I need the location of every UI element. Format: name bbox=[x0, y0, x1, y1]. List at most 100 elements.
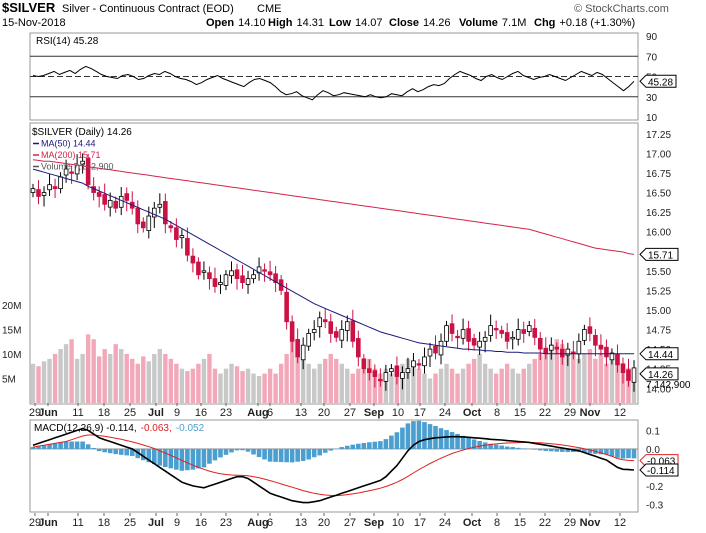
candle-body bbox=[372, 370, 378, 377]
price-y-tick: 14.75 bbox=[646, 326, 671, 337]
price-panel-frame bbox=[29, 122, 639, 405]
rsi-y-tick: 30 bbox=[646, 93, 658, 104]
volume-bar bbox=[504, 363, 510, 403]
macd-histogram-bar bbox=[411, 421, 416, 449]
x-axis-macd-tick-label: Jun bbox=[38, 517, 58, 529]
candle-body bbox=[140, 221, 146, 229]
ohlc-open-value: 14.10 bbox=[238, 17, 266, 29]
symbol-title: $SILVER bbox=[2, 0, 56, 15]
candle-body bbox=[378, 378, 383, 382]
macd-histogram-bar bbox=[372, 441, 378, 449]
x-axis-price-tick-label: 20 bbox=[318, 407, 330, 419]
volume-bar bbox=[130, 358, 135, 403]
macd-signal-tag: -0.063 bbox=[647, 457, 676, 468]
x-axis-macd-tick-label: Jul bbox=[148, 517, 164, 529]
macd-histogram-bar bbox=[449, 432, 455, 449]
macd-histogram-bar bbox=[174, 448, 179, 470]
macd-histogram-bar bbox=[152, 448, 157, 465]
x-axis-macd-tick-label: 11 bbox=[72, 517, 83, 529]
macd-label: MACD(12,26,9) -0.114, bbox=[34, 423, 137, 434]
volume-bar bbox=[300, 358, 306, 403]
candle-body bbox=[163, 201, 168, 225]
volume-bar bbox=[30, 363, 36, 403]
candle-body bbox=[333, 331, 339, 338]
candle-body bbox=[477, 340, 482, 348]
x-axis-price-tick-label: 15 bbox=[514, 407, 526, 419]
candle-body bbox=[598, 344, 604, 350]
candle-body bbox=[80, 160, 85, 165]
volume-bar bbox=[91, 339, 96, 403]
macd-histogram-bar bbox=[455, 433, 460, 449]
x-axis-price-tick-label: 17 bbox=[414, 407, 426, 419]
macd-histogram-bar bbox=[344, 445, 350, 449]
rsi-y-tick: 90 bbox=[646, 32, 658, 43]
candle-body bbox=[367, 368, 372, 373]
macd-histogram-bar bbox=[460, 435, 466, 449]
candle-body bbox=[311, 329, 317, 333]
macd-histogram-bar bbox=[207, 448, 212, 464]
candle-body bbox=[504, 332, 510, 342]
x-axis-price-tick-label: Aug bbox=[247, 407, 268, 419]
macd-histogram-bar bbox=[471, 439, 477, 449]
ohlc-chg-value: +0.18 (+1.30%) bbox=[559, 17, 635, 29]
macd-histogram-bar bbox=[295, 448, 300, 462]
rsi-value-tag-box bbox=[639, 74, 677, 88]
ohlc-high-value: 14.31 bbox=[296, 17, 324, 29]
x-axis-price-tick-label: Jun bbox=[38, 407, 58, 419]
candle-body bbox=[394, 365, 400, 377]
macd-histogram-bar bbox=[477, 440, 482, 449]
volume-bar bbox=[422, 373, 427, 403]
x-axis-price-tick-label: 27 bbox=[344, 407, 356, 419]
macd-histogram-bar bbox=[378, 441, 383, 449]
candle-body bbox=[604, 346, 609, 358]
candle-body bbox=[422, 356, 427, 367]
volume-bar bbox=[405, 358, 411, 403]
price-y-tick: 16.00 bbox=[646, 228, 671, 239]
macd-histogram-bar bbox=[273, 448, 278, 462]
macd-histogram-bar bbox=[218, 448, 223, 458]
x-axis-price-tick-label: 24 bbox=[439, 407, 451, 419]
candle-body bbox=[548, 344, 554, 351]
volume-bar bbox=[245, 368, 251, 403]
price-y-tick: 15.00 bbox=[646, 306, 671, 317]
volume-bar bbox=[356, 368, 361, 403]
macd-histogram-bar bbox=[367, 442, 372, 449]
volume-bar bbox=[532, 358, 537, 403]
price-y-tick: 16.50 bbox=[646, 189, 671, 200]
volume-bar bbox=[168, 358, 174, 403]
candle-body bbox=[482, 336, 488, 342]
macd-histogram-bar bbox=[598, 448, 604, 455]
ohlc-open-label: Open bbox=[206, 17, 234, 29]
volume-bar bbox=[488, 368, 493, 403]
macd-value-tag-box bbox=[639, 463, 679, 477]
volume-bar bbox=[141, 356, 146, 403]
candle-body bbox=[488, 325, 493, 336]
candle-body bbox=[455, 335, 460, 339]
volume-bar bbox=[317, 363, 322, 403]
ohlc-volume-label: Volume bbox=[459, 17, 498, 29]
macd-histogram-bar bbox=[163, 448, 168, 468]
volume-bar bbox=[152, 353, 157, 403]
volume-bar bbox=[576, 358, 582, 403]
macd-histogram-bar bbox=[300, 448, 306, 461]
macd-y-tick: 0.1 bbox=[646, 426, 660, 437]
x-axis-price-tick-label: 29 bbox=[564, 407, 576, 419]
x-axis-price-tick-label: 22 bbox=[539, 407, 551, 419]
macd-histogram-bar bbox=[317, 448, 323, 456]
rsi-line bbox=[32, 65, 635, 101]
volume-bar bbox=[560, 344, 565, 403]
candle-body bbox=[69, 171, 74, 174]
macd-histogram-bar bbox=[444, 430, 449, 449]
candle-body bbox=[234, 269, 240, 280]
macd-histogram-bar bbox=[532, 448, 538, 450]
volume-bar bbox=[538, 353, 543, 403]
x-axis-macd-tick-label: 16 bbox=[195, 517, 207, 529]
price-y-tick: 17.25 bbox=[646, 130, 671, 141]
volume-bar bbox=[328, 353, 333, 403]
candle-body bbox=[383, 372, 389, 382]
macd-histogram-bar bbox=[289, 448, 295, 463]
volume-bar bbox=[350, 373, 355, 403]
rsi-label: RSI(14) 45.28 bbox=[36, 36, 99, 47]
macd-histogram-bar bbox=[504, 446, 510, 449]
candle-body bbox=[85, 158, 91, 186]
